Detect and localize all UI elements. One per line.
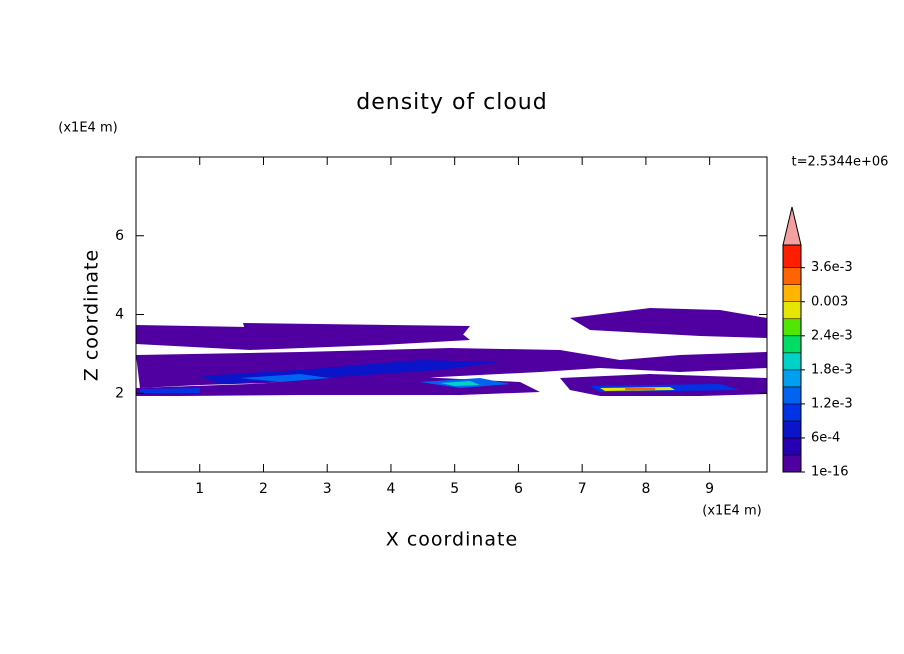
- colorbar-band: [782, 267, 802, 285]
- x-tick-label: 6: [514, 481, 523, 497]
- colorbar-band: [782, 454, 802, 473]
- y-tick-label: 6: [115, 228, 124, 244]
- colorbar-band: [782, 318, 802, 337]
- colorbar-band: [782, 352, 802, 371]
- y-tick-label: 2: [115, 385, 124, 401]
- time-label: t=2.5344e+06: [792, 155, 889, 170]
- x-tick-label: 5: [450, 481, 459, 497]
- y-axis-label: Z coordinate: [81, 249, 103, 381]
- contour-field: [136, 308, 767, 396]
- colorbar-tick-label: 0.003: [811, 294, 848, 309]
- x-tick-label: 2: [259, 481, 268, 497]
- colorbar-band: [782, 386, 802, 405]
- x-tick-label: 7: [578, 481, 587, 497]
- colorbar-band: [782, 403, 802, 422]
- x-tick-label: 1: [195, 481, 204, 497]
- x-tick-label: 8: [641, 481, 650, 497]
- colorbar-band: [782, 244, 802, 268]
- x-tick-label: 3: [323, 481, 332, 497]
- colorbar-band: [782, 301, 802, 320]
- colorbar-band: [782, 437, 802, 456]
- y-unit: (x1E4 m): [58, 121, 117, 136]
- chart-title: density of cloud: [356, 90, 547, 115]
- x-tick-label: 4: [386, 481, 395, 497]
- colorbar-band: [782, 284, 802, 303]
- colorbar-tick-label: 1.8e-3: [811, 362, 853, 377]
- colorbar-band: [782, 420, 802, 439]
- colorbar-tick-label: 1e-16: [811, 465, 849, 480]
- colorbar-band: [782, 335, 802, 354]
- colorbar-tick-label: 1.2e-3: [811, 396, 853, 411]
- x-unit: (x1E4 m): [702, 504, 761, 519]
- colorbar-band: [782, 369, 802, 388]
- colorbar-extend: [782, 206, 802, 246]
- colorbar-tick-label: 6e-4: [811, 430, 840, 445]
- y-tick-label: 4: [115, 307, 124, 323]
- x-axis-label: X coordinate: [386, 529, 518, 551]
- colorbar-tick-label: 2.4e-3: [811, 328, 853, 343]
- x-tick-label: 9: [705, 481, 714, 497]
- colorbar-tick-label: 3.6e-3: [811, 260, 853, 275]
- colorbar-frame: [782, 244, 802, 473]
